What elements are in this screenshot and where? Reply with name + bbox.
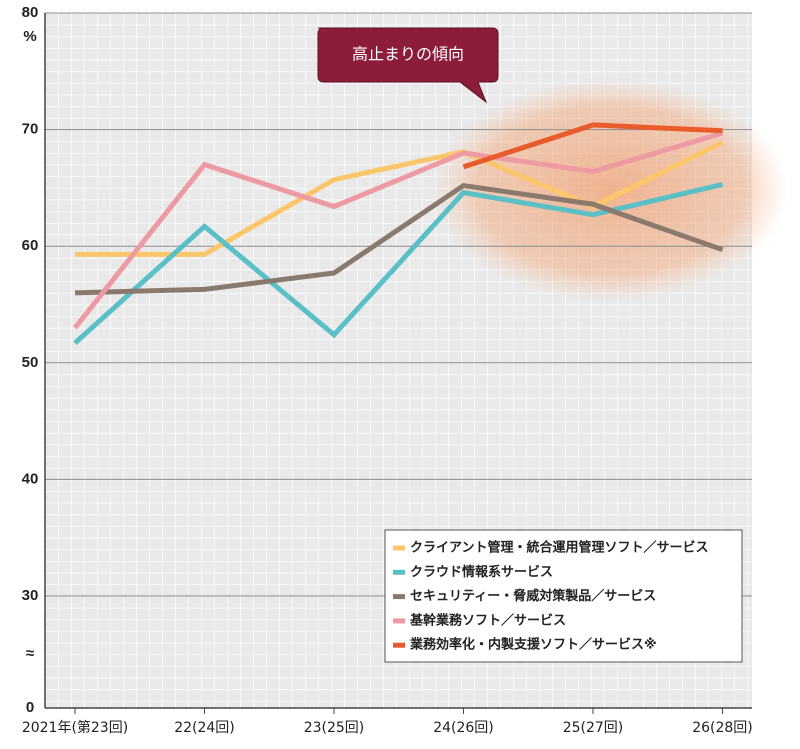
- legend-label: クライアント管理・統合運用管理ソフト／サービス: [410, 540, 708, 556]
- y-tick-label: 80: [22, 4, 39, 21]
- callout-text: 高止まりの傾向: [352, 45, 464, 64]
- series-line: [73, 130, 724, 330]
- x-tick-label: 2021年(第23回): [22, 719, 128, 736]
- y-tick-label: 50: [22, 354, 39, 371]
- y-tick-label: 0: [26, 699, 34, 716]
- legend-label: クラウド情報系サービス: [410, 564, 553, 580]
- legend-label: 基幹業務ソフト／サービス: [409, 612, 566, 628]
- x-tick-label: 23(25回): [304, 720, 365, 736]
- x-tick-label: 22(24回): [174, 720, 235, 736]
- series-line: [75, 140, 724, 257]
- legend-label: セキュリティー・脅威対策製品／サービス: [410, 588, 656, 604]
- x-tick-label: 25(27回): [563, 720, 624, 736]
- callout-box: [317, 27, 499, 104]
- x-tick-label: 26(28回): [692, 720, 753, 736]
- axis-break: ≈: [26, 645, 34, 662]
- series-line: [462, 122, 723, 170]
- y-tick-label: 40: [22, 470, 39, 487]
- legend-label: 業務効率化・内製支援ソフト／サービス※: [409, 637, 657, 653]
- legend-box: [384, 529, 743, 663]
- series-line: [74, 182, 724, 296]
- y-unit: %: [23, 28, 36, 45]
- y-tick-label: 60: [22, 237, 39, 254]
- y-tick-label: 70: [22, 121, 39, 138]
- y-tick-label: 30: [22, 587, 39, 604]
- x-tick-label: 24(26回): [433, 720, 494, 736]
